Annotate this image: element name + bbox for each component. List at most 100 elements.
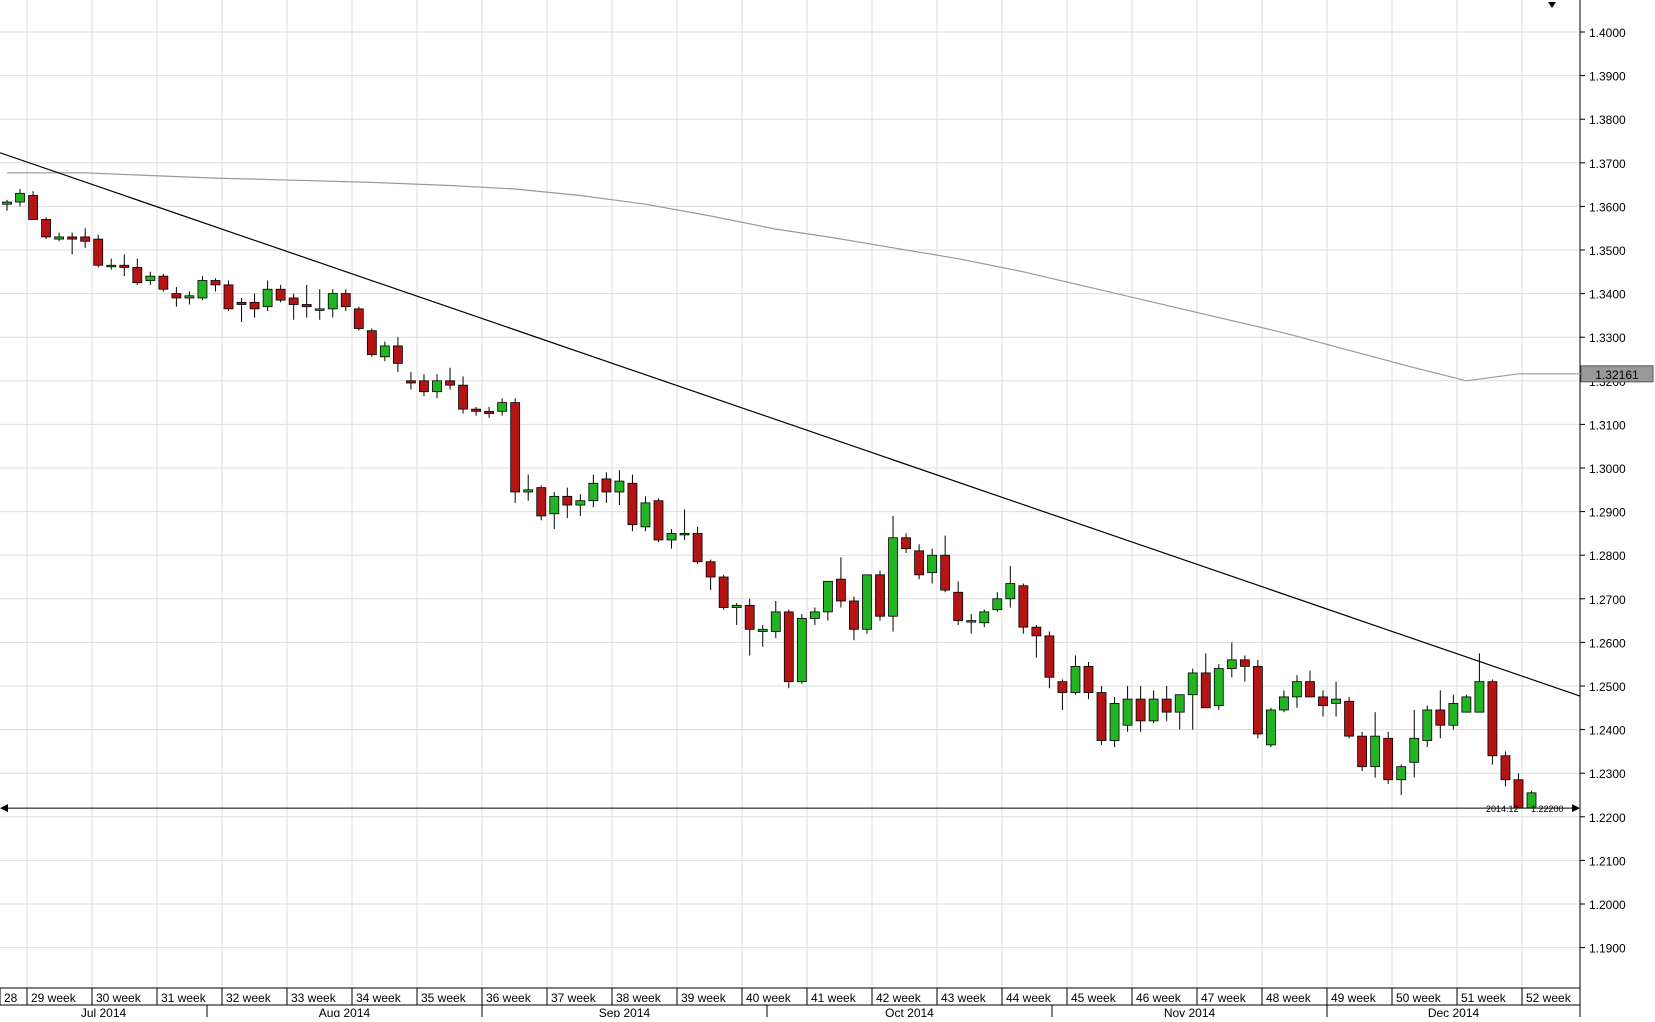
candle-down xyxy=(171,293,182,299)
candle-up xyxy=(1409,737,1420,763)
candle-down xyxy=(1057,681,1068,693)
y-tick-label: 1.3100 xyxy=(1589,418,1626,432)
y-tick-label: 1.3500 xyxy=(1589,244,1626,258)
x-week-label: 29 week xyxy=(31,991,77,1005)
candle-down xyxy=(458,384,468,410)
y-tick-label: 1.2100 xyxy=(1589,854,1626,868)
x-week-label: 34 week xyxy=(356,991,402,1005)
candle-down xyxy=(1161,698,1172,713)
candle-up xyxy=(15,192,25,203)
y-tick-label: 1.3400 xyxy=(1589,288,1626,302)
candle-down xyxy=(1305,681,1315,698)
candle-down xyxy=(1044,635,1055,678)
candle-up xyxy=(432,380,442,393)
current-value-box xyxy=(1580,365,1654,383)
y-tick-label: 1.3300 xyxy=(1589,331,1626,345)
y-tick-label: 1.4000 xyxy=(1589,26,1626,40)
right-arrow-icon xyxy=(1572,804,1580,813)
x-week-label: 43 week xyxy=(941,991,987,1005)
x-week-label: 38 week xyxy=(616,991,662,1005)
x-week-label: 46 week xyxy=(1136,991,1182,1005)
y-tick-label: 1.2600 xyxy=(1589,636,1626,650)
candle-down xyxy=(1252,665,1263,735)
x-week-label: 40 week xyxy=(746,991,792,1005)
candle-down xyxy=(718,576,729,608)
candle-down xyxy=(510,402,521,493)
y-tick-label: 1.3000 xyxy=(1589,462,1626,476)
support-level: 2014.12 1.22200 xyxy=(0,804,1580,814)
candle-down xyxy=(67,236,78,240)
x-month-label: Sep 2014 xyxy=(599,1006,651,1017)
candle-down xyxy=(249,301,260,310)
x-week-label: 48 week xyxy=(1266,991,1312,1005)
x-week-label: 52 week xyxy=(1526,991,1572,1005)
y-tick-label: 1.2200 xyxy=(1589,811,1626,825)
candle-down xyxy=(1239,659,1250,667)
candle-down xyxy=(275,288,286,301)
candle-up xyxy=(1448,703,1459,726)
y-tick-label: 1.2000 xyxy=(1589,898,1626,912)
candle-up xyxy=(314,308,325,311)
candle-down xyxy=(1135,698,1146,722)
candle-up xyxy=(1109,703,1120,741)
current-value-label: 1.32161 xyxy=(1595,368,1639,382)
y-tick-label: 1.3900 xyxy=(1589,70,1626,84)
candle-up xyxy=(796,618,807,683)
candle-up xyxy=(979,611,990,624)
candle-up xyxy=(549,495,560,515)
x-month-label: Jul 2014 xyxy=(81,1006,127,1017)
candle-up xyxy=(862,574,872,630)
candle-down xyxy=(627,482,638,526)
candle-down xyxy=(236,301,247,305)
candle-up xyxy=(197,280,208,299)
candle-up xyxy=(966,620,977,623)
candle-down xyxy=(536,487,547,517)
candle-up xyxy=(54,236,65,240)
candle-up xyxy=(1174,694,1185,713)
y-tick-label: 1.2400 xyxy=(1589,724,1626,738)
candle-up xyxy=(614,480,625,493)
candle-up xyxy=(1331,698,1341,704)
moving-average-layer xyxy=(7,172,1584,382)
candle-up xyxy=(1279,696,1289,711)
candle-down xyxy=(692,533,703,563)
candle-down xyxy=(953,591,964,622)
candle-down xyxy=(705,561,716,578)
candle-down xyxy=(1500,755,1511,781)
candle-down xyxy=(744,604,755,630)
candle-up xyxy=(106,264,117,268)
candle-up xyxy=(588,482,599,502)
candle-up xyxy=(327,293,338,310)
candle-up xyxy=(262,288,273,308)
candle-up xyxy=(822,580,833,613)
candle-down xyxy=(406,380,416,384)
candle-down xyxy=(93,238,104,266)
candle-up xyxy=(888,537,898,617)
x-week-label: 28 xyxy=(4,991,18,1005)
candle-down xyxy=(288,297,299,305)
trendline-layer xyxy=(0,152,1581,697)
candle-down xyxy=(301,304,312,308)
candle-down xyxy=(28,195,38,220)
candle-up xyxy=(1148,698,1159,722)
x-week-label: 49 week xyxy=(1331,991,1377,1005)
x-week-label: 45 week xyxy=(1071,991,1117,1005)
candle-down xyxy=(1096,692,1107,741)
candle-up xyxy=(1396,766,1407,781)
support-level-label: 1.22200 xyxy=(1531,804,1564,814)
candle-down xyxy=(41,219,51,238)
candle-up xyxy=(809,611,820,619)
x-week-label: 37 week xyxy=(551,991,597,1005)
candle-down xyxy=(1357,735,1368,768)
candle-down xyxy=(849,600,859,630)
y-tick-label: 1.3700 xyxy=(1589,157,1626,171)
y-tick-label: 1.2500 xyxy=(1589,680,1626,694)
candle-down xyxy=(392,345,403,364)
candle-up xyxy=(1187,672,1198,696)
candle-down xyxy=(471,408,481,412)
x-week-label: 44 week xyxy=(1006,991,1052,1005)
candle-down xyxy=(80,236,91,242)
y-tick-label: 1.2800 xyxy=(1589,549,1626,563)
